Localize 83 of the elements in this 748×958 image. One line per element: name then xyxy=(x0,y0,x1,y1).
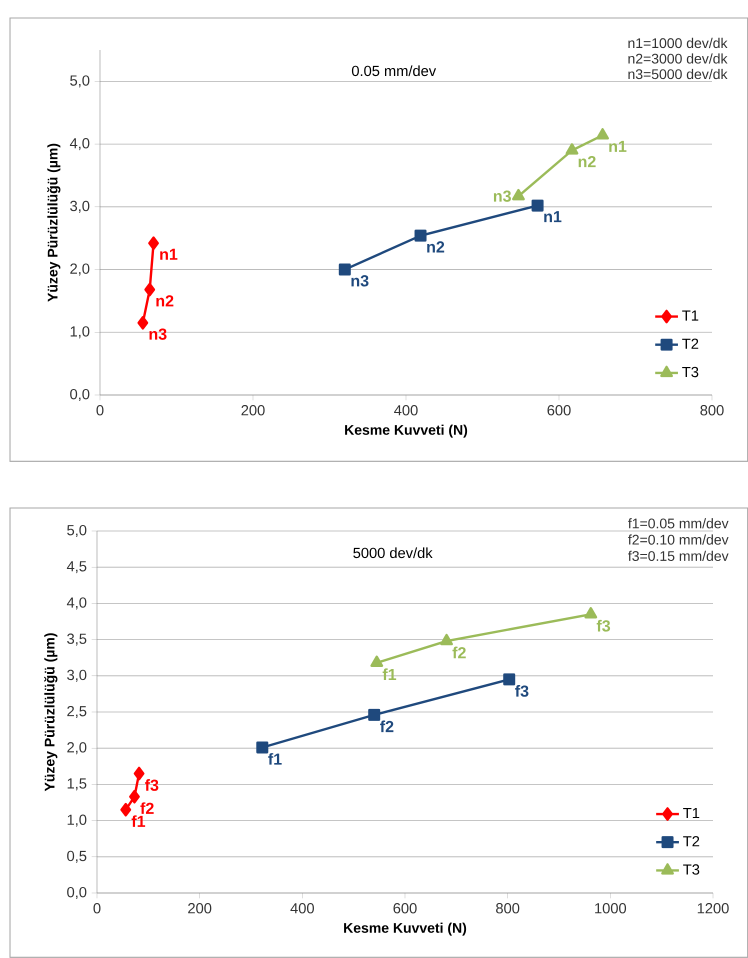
legend-label: T3 xyxy=(683,864,700,875)
y-tick-label: 3,5 xyxy=(67,634,86,646)
data-label: n2 xyxy=(578,156,596,168)
point xyxy=(137,316,148,330)
data-label: f1 xyxy=(268,753,282,765)
y-tick-label: 1,5 xyxy=(68,778,86,790)
data-label: n2 xyxy=(156,295,174,306)
x-tick-label: 0 xyxy=(96,405,104,416)
point xyxy=(134,766,144,780)
text: 5000 dev/dk xyxy=(353,547,433,558)
y-tick-label: 0,0 xyxy=(67,886,86,900)
point xyxy=(120,802,132,817)
y-tick-label: 3,0 xyxy=(67,670,86,682)
data-label: n3 xyxy=(494,190,511,202)
x-tick-label: 400 xyxy=(290,903,314,914)
annotation: n2=3000 dev/dk xyxy=(628,53,728,64)
point xyxy=(144,282,156,296)
legend-label: T1 xyxy=(683,808,700,818)
x-tick-label: 200 xyxy=(188,903,212,914)
data-label: n1 xyxy=(544,211,562,222)
y-tick-label: 3,0 xyxy=(70,200,90,213)
x-axis-title: Kesme Kuvveti (N) xyxy=(344,922,466,936)
legend-label: T2 xyxy=(682,338,698,349)
point xyxy=(503,673,516,686)
point xyxy=(584,607,598,618)
data-label: f3 xyxy=(144,779,158,791)
legend-label: T1 xyxy=(682,310,698,321)
point xyxy=(414,230,426,242)
point xyxy=(370,656,384,667)
data-label: n3 xyxy=(149,328,166,340)
y-tick-label: 1,0 xyxy=(68,814,86,827)
text: n1=1000 dev/dk xyxy=(628,38,728,48)
x-tick-label: 800 xyxy=(700,405,724,416)
point xyxy=(440,634,453,646)
x-tick-label: 400 xyxy=(394,405,418,416)
y-tick-label: 2,0 xyxy=(70,264,90,276)
point xyxy=(531,200,544,212)
y-tick-label: 2,0 xyxy=(67,742,86,754)
data-label: f1 xyxy=(132,815,146,827)
y-tick-label: 0,5 xyxy=(67,850,86,863)
y-tick-label: 1,0 xyxy=(70,326,90,338)
point xyxy=(566,143,578,155)
x-tick-label: 200 xyxy=(241,405,265,416)
x-tick-label: 1000 xyxy=(595,903,626,914)
point xyxy=(596,128,609,140)
data-label: n1 xyxy=(160,248,178,260)
x-tick-label: 1200 xyxy=(698,903,729,914)
data-label: f3 xyxy=(514,685,528,697)
text: f1=0.05 mm/dev xyxy=(628,518,728,528)
point xyxy=(368,708,380,721)
data-label: f2 xyxy=(452,646,466,658)
legend-label: T2 xyxy=(683,836,700,846)
legend-label: T3 xyxy=(682,366,698,378)
data-label: n1 xyxy=(609,140,626,152)
annotation: n3=5000 dev/dk xyxy=(628,68,728,80)
y-axis-title: Yüzey Pürüzlülüğü (µm) xyxy=(47,144,60,302)
y-tick-label: 5,0 xyxy=(67,524,86,538)
data-label: f3 xyxy=(596,620,610,632)
y-axis-title: Yüzey Pürüzlülüğü (µm) xyxy=(44,633,58,792)
data-label: f2 xyxy=(140,802,154,814)
x-tick-label: 600 xyxy=(547,405,571,416)
y-tick-label: 4,5 xyxy=(66,561,86,574)
annotation: f2=0.10 mm/dev xyxy=(628,534,728,545)
y-tick-label: 5,0 xyxy=(70,75,90,88)
x-axis-title: Kesme Kuvveti (N) xyxy=(344,424,468,438)
y-tick-label: 4,0 xyxy=(66,597,86,610)
x-tick-label: 0 xyxy=(93,903,100,914)
x-tick-label: 800 xyxy=(496,903,520,914)
y-tick-label: 4,0 xyxy=(70,138,90,150)
data-label: f1 xyxy=(382,668,396,680)
point xyxy=(148,236,159,250)
y-tick-label: 2,5 xyxy=(67,706,86,718)
y-tick-label: 0,0 xyxy=(70,388,90,402)
data-label: n3 xyxy=(351,275,368,287)
point xyxy=(256,741,268,754)
data-label: f2 xyxy=(380,720,394,732)
point xyxy=(128,790,140,804)
text: 0.05 mm/dev xyxy=(352,65,436,76)
annotation: f3=0.15 mm/dev xyxy=(628,550,728,561)
point xyxy=(338,264,351,276)
point xyxy=(512,188,525,200)
x-tick-label: 600 xyxy=(393,903,417,914)
data-label: n2 xyxy=(427,241,444,252)
